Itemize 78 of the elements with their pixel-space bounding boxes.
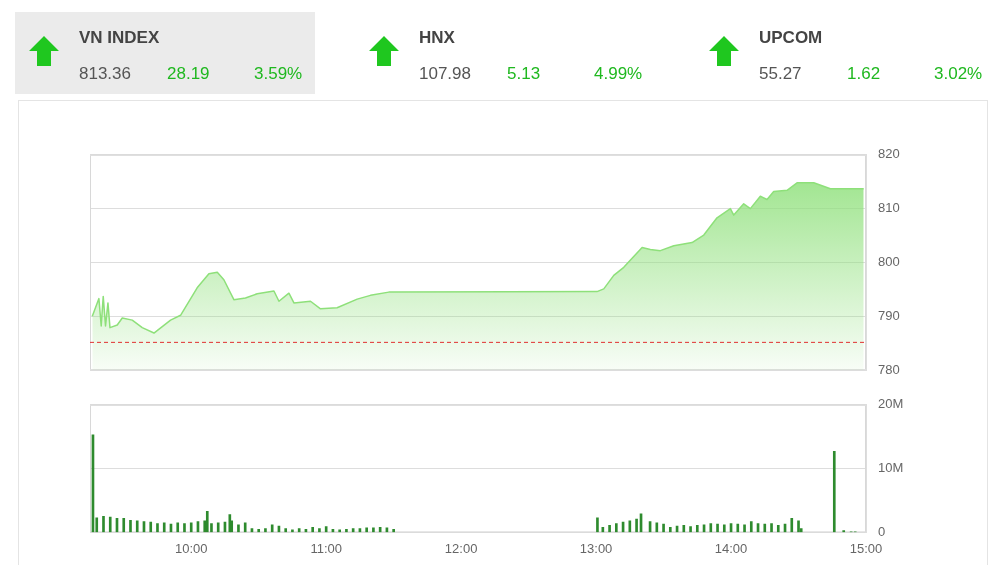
bar (270, 524, 274, 533)
bar (596, 517, 599, 533)
y-tick-label: 20M (878, 396, 904, 412)
bar (749, 521, 753, 533)
x-tick-label: 12:00 (444, 540, 478, 556)
text: 3.59% (254, 64, 303, 84)
bar (216, 522, 220, 533)
bar (776, 525, 780, 533)
bar (736, 523, 740, 533)
text: 4.99% (594, 64, 643, 84)
bar (628, 520, 632, 533)
text: 1.62 (847, 64, 881, 84)
bar (770, 523, 773, 533)
bar (695, 525, 699, 533)
bar (797, 520, 800, 533)
bar (176, 522, 180, 533)
bar (189, 522, 193, 533)
bar (135, 520, 139, 533)
bar (311, 526, 315, 533)
bar (662, 523, 665, 533)
x-tick-label: 11:00 (310, 540, 342, 556)
bar (832, 451, 836, 533)
x-tick-label: 15:00 (849, 540, 883, 556)
bar (284, 528, 288, 533)
y-tick-label: 780 (878, 361, 900, 377)
bar (743, 524, 746, 533)
bar (763, 523, 767, 533)
bar (716, 523, 719, 533)
y-tick-label: 800 (878, 254, 900, 270)
text: 107.98 (419, 64, 471, 84)
bar (722, 524, 726, 533)
bar (264, 528, 267, 533)
bar (709, 523, 713, 533)
y-tick-label: 790 (878, 307, 900, 323)
bar (156, 523, 159, 533)
bar (842, 530, 846, 533)
text: 5.13 (507, 64, 541, 84)
x-tick-label: 14:00 (714, 540, 748, 556)
bar (372, 527, 375, 533)
bar (257, 528, 261, 533)
bar (790, 518, 794, 533)
bar (237, 524, 240, 533)
bar (297, 528, 301, 533)
bar (162, 522, 166, 533)
text: 813.36 (79, 64, 131, 84)
text: 28.19 (167, 64, 210, 84)
y-tick-label: 0 (878, 523, 886, 539)
bar (324, 526, 328, 533)
bar (392, 528, 395, 533)
bar (635, 518, 638, 533)
bar (655, 522, 659, 533)
text: HNX (419, 28, 455, 48)
bar (682, 525, 686, 533)
text: UPCOM (759, 28, 823, 48)
bar (108, 516, 112, 533)
text: 55.27 (759, 64, 802, 84)
bar (183, 523, 186, 533)
bar (318, 528, 321, 533)
x-tick-label: 13:00 (579, 540, 613, 556)
bar (122, 518, 126, 533)
x-tick-label: 10:00 (174, 540, 208, 556)
bar (689, 526, 692, 533)
y-tick-label: 810 (878, 200, 900, 216)
text: VN INDEX (79, 28, 160, 48)
bar (668, 526, 672, 533)
y-tick-label: 10M (878, 460, 904, 476)
bar (608, 525, 611, 533)
bar (345, 528, 348, 533)
bar (243, 522, 247, 533)
bar (228, 514, 232, 533)
bar (129, 519, 132, 533)
bar (365, 527, 368, 533)
bar (205, 511, 209, 533)
text: 3.02% (934, 64, 983, 84)
bar (149, 521, 153, 533)
bar (615, 523, 618, 533)
bar (102, 516, 105, 533)
y-tick-label: 820 (878, 146, 900, 162)
